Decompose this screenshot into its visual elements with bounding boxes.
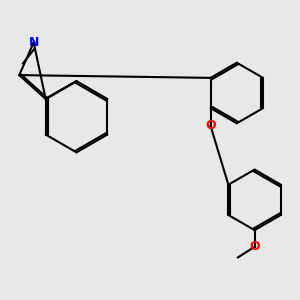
Text: N: N: [28, 36, 39, 49]
Text: O: O: [205, 119, 216, 132]
Text: O: O: [249, 240, 260, 253]
